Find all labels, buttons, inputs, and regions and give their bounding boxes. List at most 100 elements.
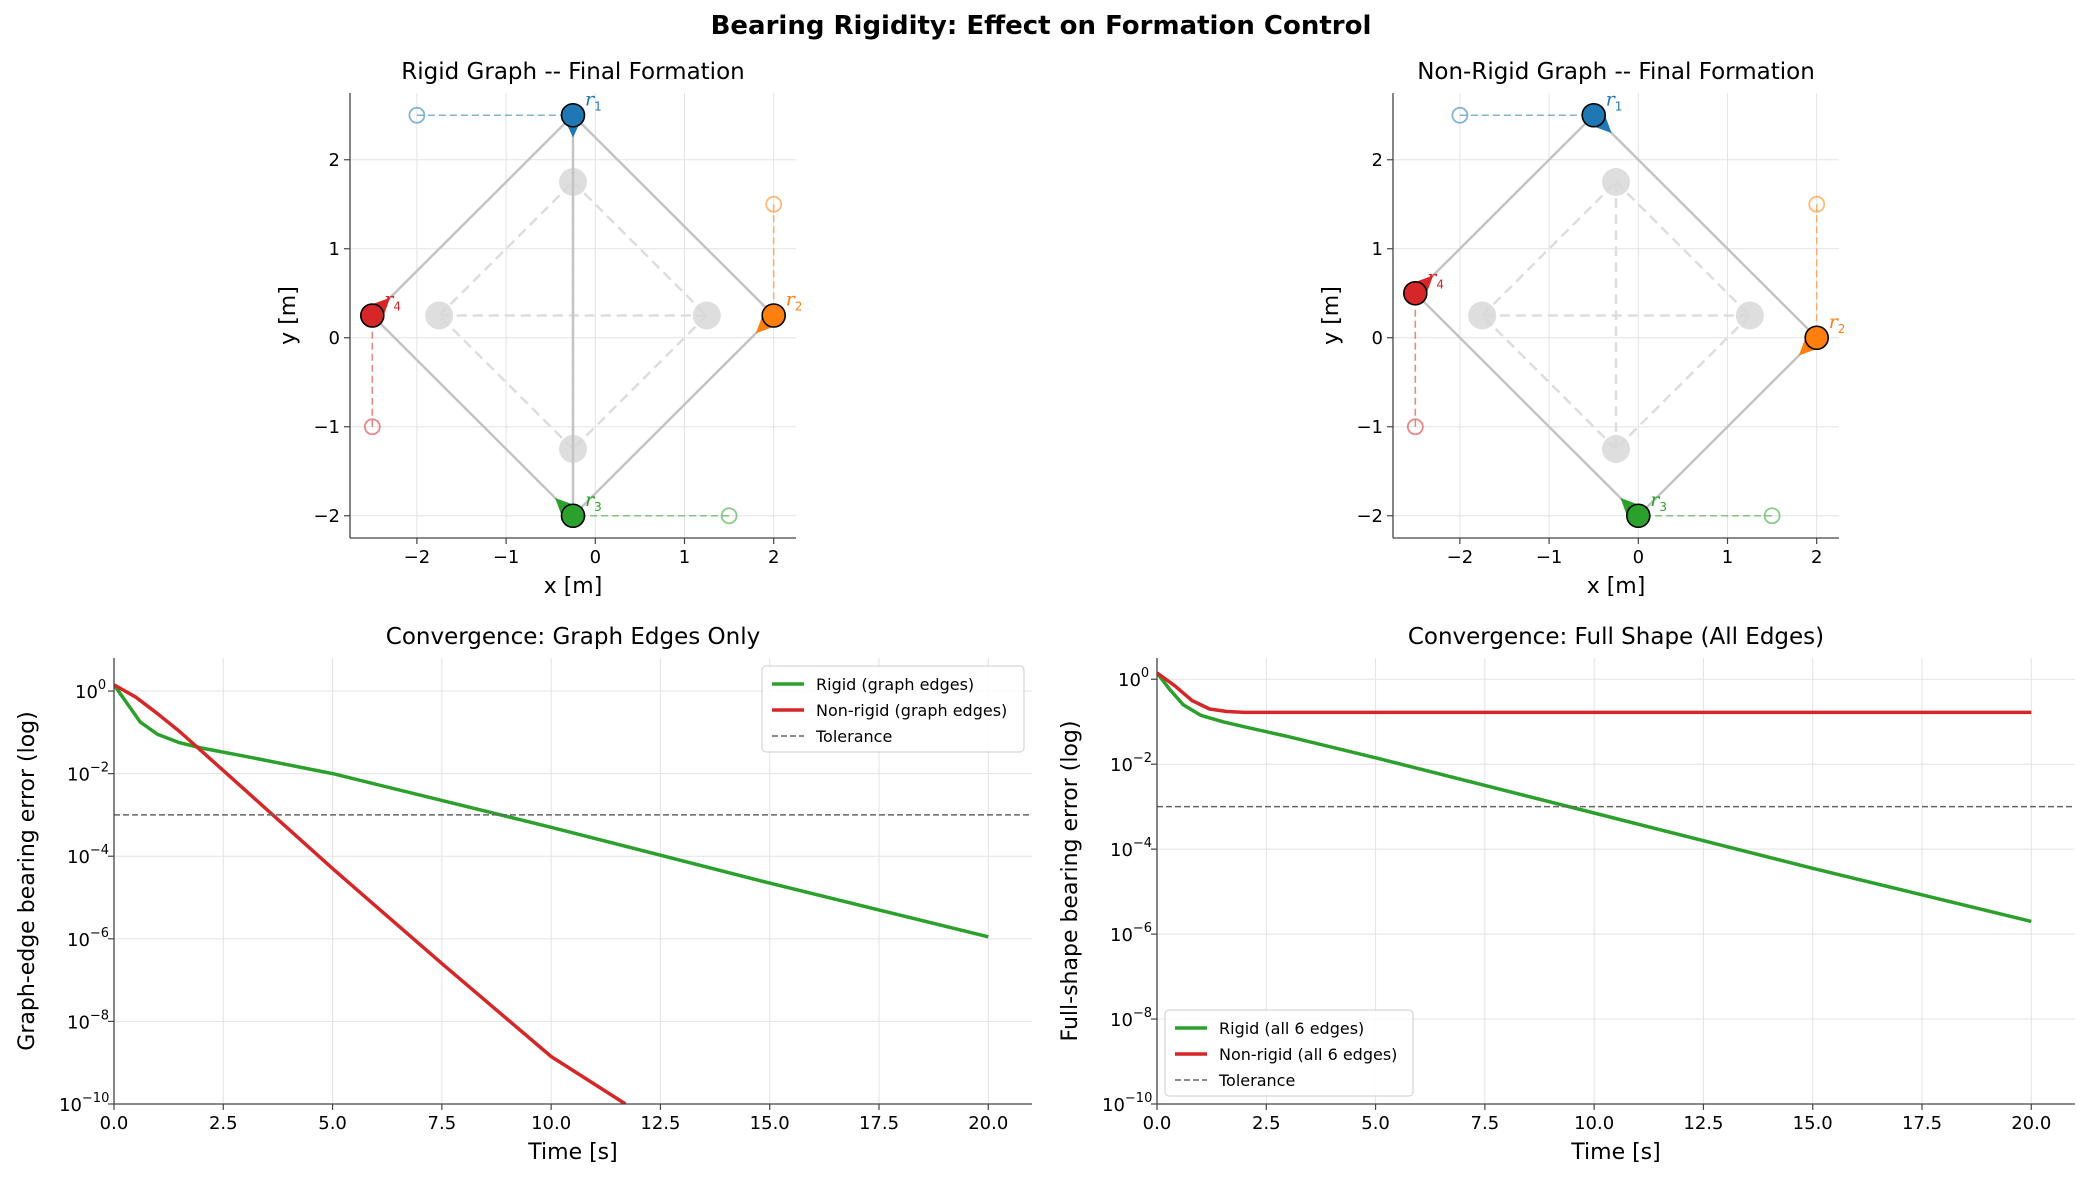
robot-final-marker <box>1581 102 1606 128</box>
robot-final-marker <box>560 503 586 529</box>
x-tick-label: 12.5 <box>1683 1113 1723 1134</box>
tick-base: 10 <box>67 1012 90 1033</box>
robot-label-name: r <box>786 289 797 311</box>
graph-edge <box>1414 114 1595 295</box>
x-tick-label: 0 <box>1633 547 1644 568</box>
legend-label: Tolerance <box>815 727 892 746</box>
robot-label-name: r <box>585 489 596 511</box>
robot-final-marker <box>1804 325 1829 351</box>
robot-label-name: r <box>585 88 596 110</box>
panel-title: Convergence: Graph Edges Only <box>386 624 760 650</box>
graph-edge <box>1637 336 1818 517</box>
x-axis-label: x [m] <box>1587 574 1646 599</box>
y-tick-label: −2 <box>313 506 340 527</box>
legend-label: Rigid (graph edges) <box>816 675 974 694</box>
tick-base: 10 <box>1110 925 1133 946</box>
x-tick-label: 2.5 <box>209 1113 238 1134</box>
x-tick-label: 10.0 <box>531 1113 571 1134</box>
x-tick-label: 2 <box>768 547 779 568</box>
panel-title: Convergence: Full Shape (All Edges) <box>1408 624 1824 650</box>
robot-velocity-arrowhead <box>1417 275 1434 291</box>
y-tick-label: 10−8 <box>1110 1006 1152 1031</box>
robot-label-name: r <box>1427 266 1438 288</box>
robot-start-marker <box>1451 106 1469 124</box>
robot-label: r1 <box>1606 88 1623 113</box>
x-tick-label: 20.0 <box>2011 1113 2051 1134</box>
x-tick-label: 15.0 <box>750 1113 790 1134</box>
graph-edge <box>1414 292 1640 517</box>
x-tick-label: 10.0 <box>1574 1113 1614 1134</box>
tick-base: 10 <box>1110 840 1133 861</box>
legend-box <box>761 665 1025 753</box>
y-tick-label: 10−6 <box>67 926 109 951</box>
graph-edge <box>371 314 574 517</box>
tick-exponent: −6 <box>90 926 109 941</box>
target-shape-node <box>692 301 721 330</box>
robot-velocity-arrowhead <box>755 317 772 334</box>
y-axis-label: Graph-edge bearing error (log) <box>15 711 40 1050</box>
robot-velocity-arrowhead <box>1620 497 1637 514</box>
x-tick-label: 17.5 <box>859 1113 899 1134</box>
y-tick-label: 10−10 <box>1102 1091 1152 1116</box>
y-tick-label: 100 <box>75 678 106 703</box>
tick-base: 10 <box>67 765 90 786</box>
x-tick-label: 12.5 <box>640 1113 680 1134</box>
y-tick-label: 0 <box>329 328 340 349</box>
graph-edge <box>572 114 775 317</box>
y-tick-label: 2 <box>1372 150 1383 171</box>
robot-label-index: 2 <box>795 300 803 314</box>
legend-label: Tolerance <box>1218 1071 1295 1090</box>
tick-base: 10 <box>1110 1010 1133 1031</box>
robot-final-marker <box>1626 503 1651 529</box>
target-shape-node <box>1468 301 1497 330</box>
x-tick-label: 5.0 <box>318 1113 347 1134</box>
series-line <box>114 683 989 939</box>
robot-label-index: 3 <box>1659 500 1667 514</box>
y-axis-label: Full-shape bearing error (log) <box>1058 721 1083 1042</box>
x-tick-label: 7.5 <box>428 1113 457 1134</box>
robot-label: r3 <box>585 489 602 514</box>
x-tick-label: 2.5 <box>1252 1113 1281 1134</box>
series-line <box>114 683 627 1104</box>
robot-final-marker <box>1403 280 1428 306</box>
graph-edge <box>572 314 775 517</box>
y-axis-label: y [m] <box>1319 286 1344 345</box>
robot-label-index: 4 <box>1436 277 1444 291</box>
tick-base: 10 <box>75 682 98 703</box>
target-shape-node <box>1602 435 1630 463</box>
y-tick-label: 100 <box>1118 666 1149 691</box>
x-axis-label: Time [s] <box>1570 1140 1660 1165</box>
target-shape-edge <box>1615 314 1751 450</box>
robot-velocity-arrowhead <box>1595 117 1612 134</box>
y-tick-label: 0 <box>1372 328 1383 349</box>
robot-label: r1 <box>585 88 602 113</box>
robot-velocity-arrowhead <box>374 297 391 314</box>
tick-base: 10 <box>1118 670 1141 691</box>
target-shape-edge <box>572 314 708 450</box>
tick-exponent: −8 <box>90 1008 109 1023</box>
tick-exponent: −2 <box>90 761 109 776</box>
x-tick-label: 0.0 <box>100 1113 129 1134</box>
tick-exponent: −4 <box>1133 836 1152 851</box>
tick-base: 10 <box>67 847 90 868</box>
x-axis-label: Time [s] <box>527 1140 617 1165</box>
x-tick-label: 15.0 <box>1793 1113 1833 1134</box>
x-tick-label: −1 <box>1536 547 1563 568</box>
robot-label-index: 4 <box>393 300 401 314</box>
robot-label-index: 1 <box>1615 99 1623 113</box>
plot-area <box>1157 671 2075 924</box>
robot-label-name: r <box>1606 88 1617 110</box>
robot-label-name: r <box>384 289 395 311</box>
robot-label-name: r <box>1829 311 1840 333</box>
robot-final-marker <box>359 303 385 328</box>
robot-velocity-arrowhead <box>1798 340 1815 356</box>
target-shape-node <box>1602 168 1630 196</box>
y-tick-label: −1 <box>1356 417 1383 438</box>
graph-edge <box>371 114 574 317</box>
target-shape-node <box>425 301 454 330</box>
robot-label: r2 <box>1829 311 1846 336</box>
x-tick-label: 1 <box>679 547 690 568</box>
graph-edge <box>1592 114 1818 339</box>
